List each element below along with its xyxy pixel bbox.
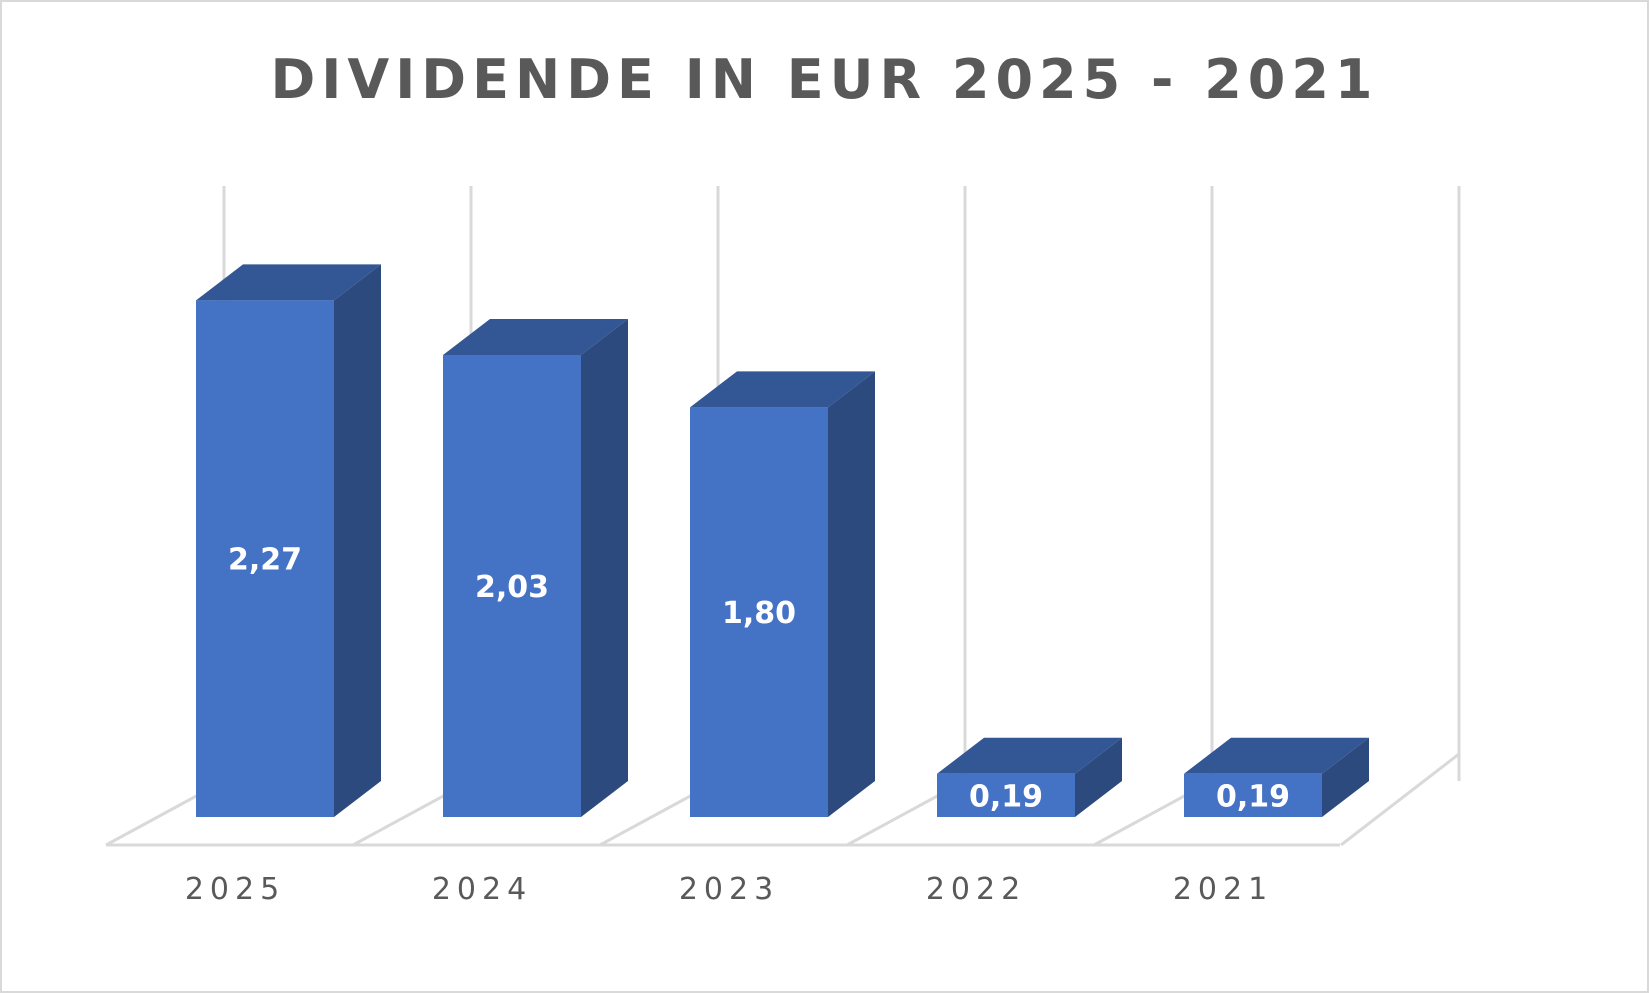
x-tick-label: 2023 (679, 872, 779, 907)
bar-side-face (828, 371, 875, 817)
x-tick-label: 2022 (926, 872, 1026, 907)
bar-top-face (443, 318, 628, 355)
bar-side-face (1322, 737, 1369, 817)
floor-depth-line (1340, 752, 1460, 847)
data-label: 2,27 (228, 543, 302, 578)
bar (443, 354, 581, 817)
data-label: 1,80 (722, 596, 796, 631)
bar-top-face (690, 371, 875, 408)
data-label: 0,19 (969, 779, 1043, 814)
bar (690, 407, 828, 817)
x-tick-label: 2024 (432, 872, 532, 907)
data-label: 0,19 (1216, 779, 1290, 814)
bar (196, 300, 334, 817)
x-tick-label: 2025 (185, 872, 285, 907)
bar-side-face (581, 318, 628, 817)
bar (937, 773, 1075, 817)
labels-layer: 2,27 2025 2,03 2024 1,80 2023 0,19 2022 0,19 2021 (185, 543, 1290, 907)
bar-side-face (1075, 737, 1122, 817)
bar-top-face (1184, 737, 1369, 774)
bar (1184, 773, 1322, 817)
bar-top-face (196, 264, 381, 301)
bar-top-face (937, 737, 1122, 774)
data-label: 2,03 (475, 570, 549, 605)
chart-title: DIVIDENDE IN EUR 2025 - 2021 (270, 48, 1379, 111)
bar-side-face (334, 264, 381, 817)
x-tick-label: 2021 (1173, 872, 1273, 907)
bars-layer (196, 264, 1369, 817)
